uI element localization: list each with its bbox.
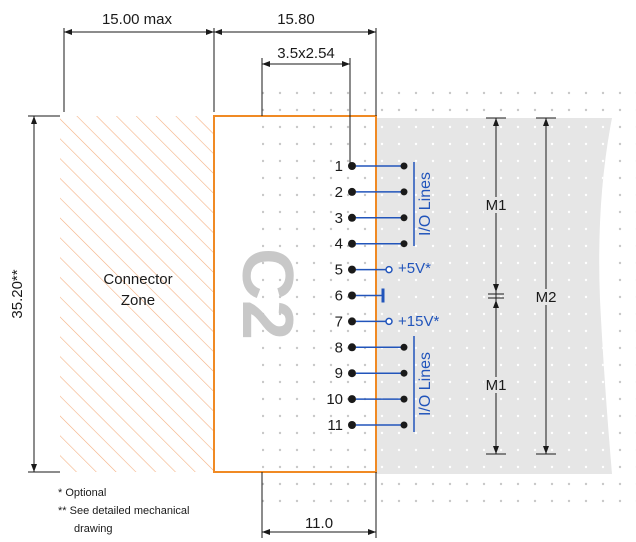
m1-bottom-label: M1	[486, 377, 507, 394]
note-optional: * Optional	[58, 487, 106, 499]
note-drawing: drawing	[74, 523, 113, 535]
pin-number: 11	[327, 417, 343, 434]
pin-dot	[348, 187, 356, 196]
pin-dot	[348, 421, 356, 429]
io-lines-label-top: I/O Lines	[417, 172, 434, 236]
module-label: C2	[227, 248, 307, 340]
board-dots	[376, 118, 612, 474]
dot-grid-bottom	[262, 476, 636, 506]
dim-connector-max: 15.00 max	[102, 11, 173, 28]
plus5v-label: +5V*	[398, 260, 431, 277]
pin-dot	[348, 291, 356, 300]
io-lines-label-bottom: I/O Lines	[417, 352, 434, 416]
pin-number: 8	[335, 339, 343, 356]
m1-top-label: M1	[486, 197, 507, 214]
dim-module-width: 15.80	[277, 11, 315, 28]
pin-dot	[348, 343, 356, 352]
pin-dot	[348, 239, 356, 248]
io-dot	[400, 421, 408, 429]
pin-number: 7	[335, 313, 343, 330]
dot-grid-right	[612, 118, 636, 474]
plus15v-label: +15V*	[398, 313, 439, 330]
pin-dot	[348, 162, 356, 170]
pin-number: 4	[335, 236, 343, 253]
pin-number: 1	[335, 158, 343, 175]
pin-dot	[348, 317, 356, 326]
dimension-lines	[28, 28, 556, 538]
connector-zone-label-2: Zone	[121, 292, 155, 309]
pin-dot	[348, 265, 356, 274]
power-terminal	[385, 265, 393, 274]
pin-dot	[348, 213, 356, 222]
io-dot	[400, 214, 408, 222]
pin-group: 1 2 3 4 5 6 7 8 9 10 11	[326, 158, 408, 434]
pin-number: 6	[335, 288, 343, 305]
dim-height: 35.20**	[9, 269, 26, 318]
connector-zone	[60, 116, 214, 472]
io-dot	[400, 369, 408, 377]
pin-number: 3	[335, 210, 343, 227]
pin-number: 2	[335, 184, 343, 201]
connector-zone-label-1: Connector	[103, 271, 172, 288]
pin-number: 10	[326, 391, 343, 408]
dot-grid-top	[262, 78, 636, 116]
power-terminal	[385, 317, 393, 326]
io-dot	[400, 343, 408, 351]
pin-dot	[348, 395, 356, 404]
io-dot	[400, 162, 408, 170]
io-dot	[400, 188, 408, 196]
pin-number: 5	[335, 262, 343, 279]
module-outline	[213, 115, 377, 473]
dim-bottom-width: 11.0	[305, 515, 333, 532]
pin-number: 9	[335, 365, 343, 382]
dimension-arrows	[31, 29, 549, 535]
m2-label: M2	[536, 289, 557, 306]
io-dot	[400, 240, 408, 248]
note-mechanical: ** See detailed mechanical	[58, 505, 189, 517]
pin-dot	[348, 369, 356, 378]
io-dot	[400, 395, 408, 403]
dim-pin-grid: 3.5x2.54	[277, 45, 335, 62]
